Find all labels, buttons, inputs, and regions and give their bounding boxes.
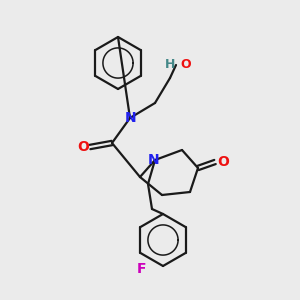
Text: O: O [180,58,190,71]
Text: N: N [125,111,137,125]
Text: O: O [217,155,229,169]
Text: O: O [77,140,89,154]
Text: H: H [165,58,175,71]
Text: N: N [148,153,160,167]
Text: F: F [137,262,147,276]
